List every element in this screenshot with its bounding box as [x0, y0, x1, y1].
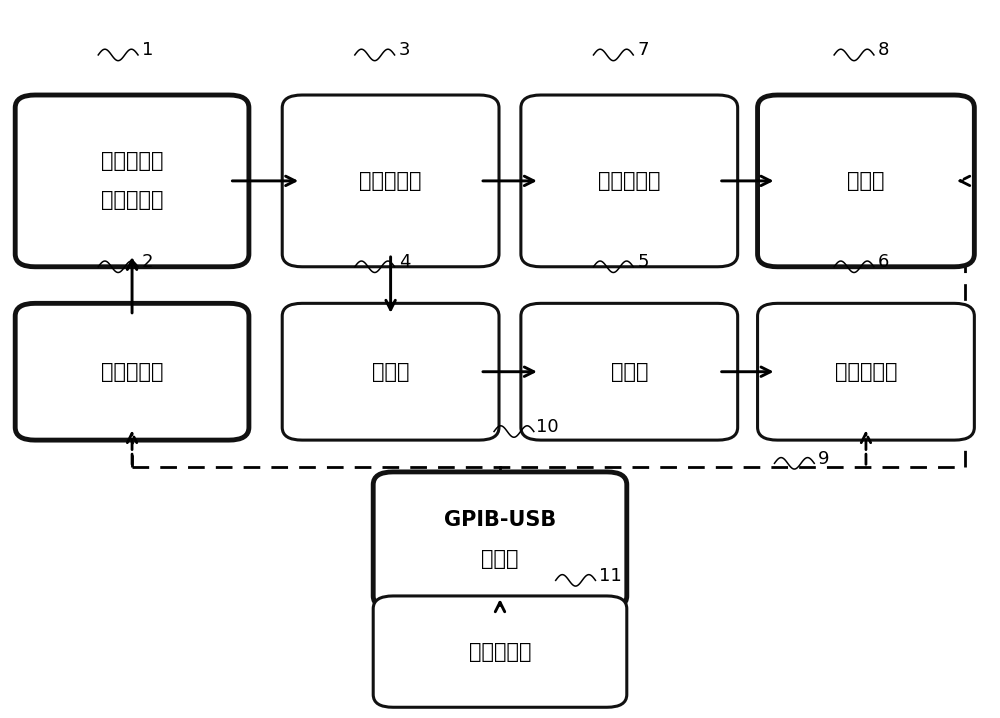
Text: 11: 11 — [599, 567, 622, 585]
Text: 10: 10 — [536, 418, 558, 436]
Text: 功率传感器: 功率传感器 — [598, 171, 661, 191]
FancyBboxPatch shape — [758, 303, 974, 440]
FancyBboxPatch shape — [15, 95, 249, 267]
Text: 9: 9 — [818, 450, 830, 468]
Text: 主控计算机: 主控计算机 — [469, 642, 531, 661]
FancyBboxPatch shape — [282, 303, 499, 440]
Text: 7: 7 — [637, 42, 649, 60]
Text: 待测毫米波: 待测毫米波 — [101, 151, 163, 171]
FancyBboxPatch shape — [282, 95, 499, 267]
Text: 自由振荡源: 自由振荡源 — [101, 190, 163, 210]
Text: 功率计: 功率计 — [847, 171, 885, 191]
Text: 3: 3 — [399, 42, 410, 60]
Text: 8: 8 — [878, 42, 889, 60]
Text: GPIB-USB: GPIB-USB — [444, 510, 556, 530]
Text: 5: 5 — [637, 253, 649, 271]
FancyBboxPatch shape — [373, 596, 627, 707]
Text: 衰减器: 衰减器 — [372, 362, 409, 382]
Text: 2: 2 — [142, 253, 154, 271]
Text: 混频器: 混频器 — [611, 362, 648, 382]
Text: 4: 4 — [399, 253, 410, 271]
Text: 6: 6 — [878, 253, 889, 271]
FancyBboxPatch shape — [15, 303, 249, 440]
Text: 控制卡: 控制卡 — [481, 549, 519, 569]
FancyBboxPatch shape — [373, 472, 627, 609]
FancyBboxPatch shape — [758, 95, 974, 267]
Text: 1: 1 — [142, 42, 153, 60]
FancyBboxPatch shape — [521, 95, 738, 267]
FancyBboxPatch shape — [521, 303, 738, 440]
Text: 直流电压源: 直流电压源 — [101, 362, 163, 382]
Text: 频谱分析仪: 频谱分析仪 — [835, 362, 897, 382]
Text: 定向耦合器: 定向耦合器 — [359, 171, 422, 191]
